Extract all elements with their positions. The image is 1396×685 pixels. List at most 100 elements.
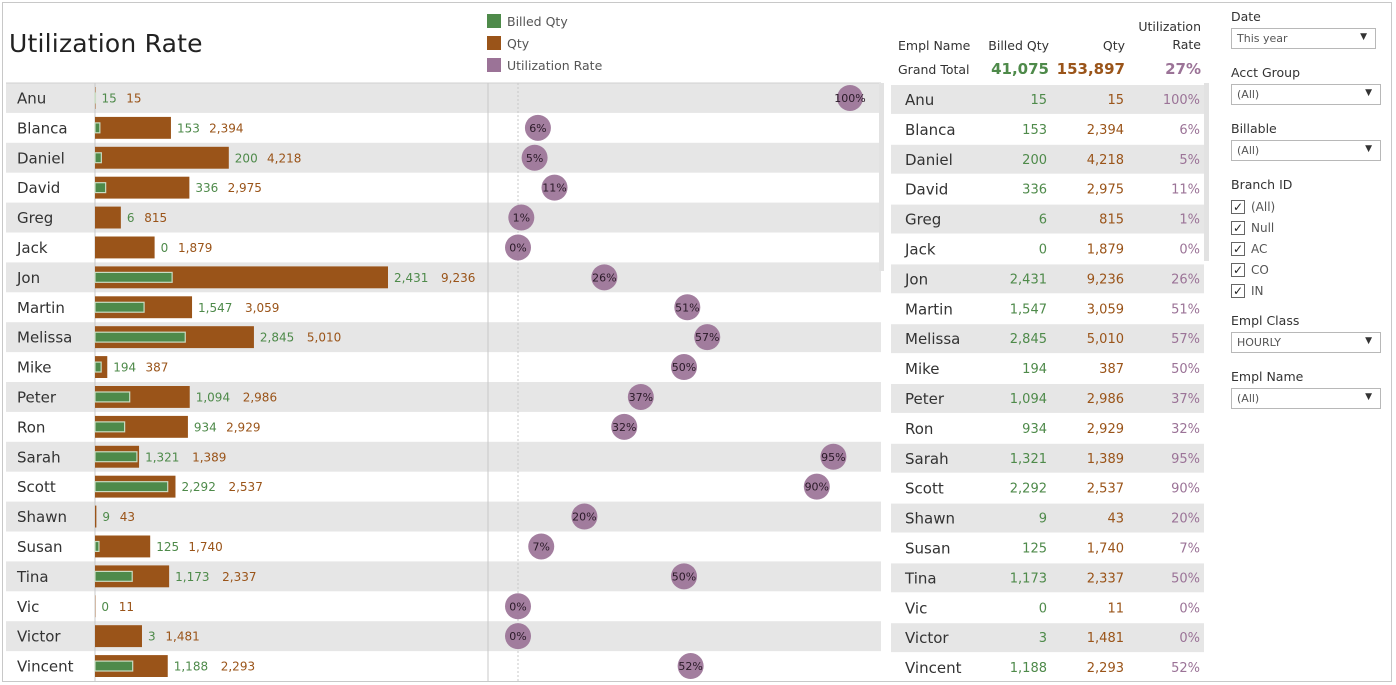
billed-qty-bar[interactable]: [94, 660, 134, 672]
checkmark-icon[interactable]: ✓: [1231, 199, 1245, 214]
billed-qty-bar[interactable]: [94, 570, 133, 582]
table-qty: 43: [1107, 512, 1124, 527]
filter-date-select[interactable]: This year ▼: [1231, 28, 1376, 49]
billed-qty-bar[interactable]: [94, 152, 102, 164]
billed-qty-label: 1,188: [174, 660, 208, 674]
filter-empl-class-select[interactable]: HOURLY ▼: [1231, 332, 1381, 353]
util-rate-point[interactable]: [524, 114, 551, 141]
billed-qty-bar[interactable]: [94, 481, 169, 493]
grand-total-util: 27%: [1165, 60, 1201, 78]
table-qty: 15: [1107, 93, 1124, 108]
qty-label: 15: [126, 91, 141, 105]
legend-swatch-qty: [487, 36, 501, 50]
header-util-rate-line2[interactable]: Rate: [1172, 37, 1201, 52]
qty-label: 1,740: [188, 540, 222, 554]
chart-row-band: [6, 202, 881, 233]
qty-bar[interactable]: [95, 505, 97, 528]
util-rate-point[interactable]: [677, 653, 704, 680]
legend-item-billed-qty[interactable]: Billed Qty: [487, 10, 602, 32]
billed-qty-bar[interactable]: [94, 391, 131, 403]
row-label: David: [17, 179, 60, 197]
qty-label: 2,537: [228, 480, 262, 494]
billed-qty-bar[interactable]: [94, 421, 126, 433]
util-rate-point[interactable]: [528, 533, 555, 560]
legend-item-qty[interactable]: Qty: [487, 32, 602, 54]
table-billed-qty: 1,173: [1010, 571, 1047, 586]
checkmark-icon[interactable]: ✓: [1231, 283, 1245, 298]
checkbox-all[interactable]: ✓ (All): [1231, 196, 1391, 217]
filter-billable-value: (All): [1237, 144, 1260, 157]
util-rate-point[interactable]: [591, 264, 618, 291]
util-rate-label: 50%: [672, 570, 696, 583]
util-rate-point[interactable]: [521, 144, 548, 171]
filter-empl-class: Empl Class HOURLY ▼: [1231, 313, 1391, 353]
table-qty: 11: [1107, 601, 1124, 616]
util-rate-point[interactable]: [694, 324, 721, 351]
table-row-band: [891, 384, 1204, 413]
header-empl-name[interactable]: Empl Name: [898, 38, 971, 53]
table-util-rate: 37%: [1171, 392, 1200, 407]
billed-qty-bar[interactable]: [94, 331, 186, 343]
qty-bar[interactable]: [95, 625, 142, 648]
util-rate-point[interactable]: [674, 294, 701, 321]
checkmark-icon[interactable]: ✓: [1231, 241, 1245, 256]
util-rate-point[interactable]: [505, 234, 531, 261]
util-rate-point[interactable]: [571, 503, 598, 530]
qty-bar[interactable]: [95, 206, 121, 229]
util-rate-point[interactable]: [505, 593, 531, 620]
qty-bar[interactable]: [95, 236, 155, 259]
legend-item-util-rate[interactable]: Utilization Rate: [487, 54, 602, 76]
qty-label: 1,481: [165, 630, 199, 644]
header-qty[interactable]: Qty: [1102, 38, 1125, 53]
util-rate-point[interactable]: [611, 413, 638, 440]
qty-label: 815: [144, 211, 167, 225]
checkbox-in[interactable]: ✓ IN: [1231, 280, 1391, 301]
filter-acct-group-select[interactable]: (All) ▼: [1231, 84, 1381, 105]
table-util-rate: 1%: [1179, 213, 1200, 228]
util-rate-point[interactable]: [671, 354, 697, 381]
header-util-rate-line1[interactable]: Utilization: [1138, 19, 1201, 34]
util-rate-point[interactable]: [803, 473, 830, 500]
qty-label: 43: [120, 510, 135, 524]
checkmark-icon[interactable]: ✓: [1231, 262, 1245, 277]
billed-qty-bar[interactable]: [94, 301, 145, 313]
checkbox-ac[interactable]: ✓ AC: [1231, 238, 1391, 259]
billed-qty-bar[interactable]: [94, 271, 173, 283]
chart-scrollbar[interactable]: [879, 83, 884, 271]
table-scrollbar[interactable]: [1204, 83, 1209, 261]
checkbox-null[interactable]: ✓ Null: [1231, 217, 1391, 238]
filter-billable-select[interactable]: (All) ▼: [1231, 140, 1381, 161]
util-rate-point[interactable]: [837, 84, 863, 111]
billed-qty-bar[interactable]: [94, 361, 102, 373]
checkbox-label: AC: [1251, 241, 1268, 256]
qty-bar[interactable]: [95, 116, 171, 139]
util-rate-point[interactable]: [505, 623, 531, 650]
util-rate-point[interactable]: [820, 443, 847, 470]
util-rate-point[interactable]: [627, 383, 654, 410]
checkmark-icon[interactable]: ✓: [1231, 220, 1245, 235]
billed-qty-bar[interactable]: [94, 122, 101, 134]
checkbox-label: (All): [1251, 199, 1276, 214]
table-util-rate: 90%: [1171, 482, 1200, 497]
row-label: Jon: [16, 269, 40, 287]
filter-empl-name-select[interactable]: (All) ▼: [1231, 388, 1381, 409]
util-rate-point[interactable]: [541, 174, 568, 201]
util-rate-label: 20%: [572, 511, 596, 524]
billed-qty-bar[interactable]: [94, 182, 107, 194]
billed-qty-bar[interactable]: [94, 451, 138, 463]
row-label: Martin: [17, 299, 65, 317]
util-rate-point[interactable]: [508, 204, 535, 231]
table-qty: 1,879: [1087, 242, 1124, 257]
qty-bar[interactable]: [95, 176, 190, 199]
table-billed-qty: 15: [1030, 93, 1047, 108]
qty-bar[interactable]: [95, 146, 229, 169]
qty-label: 2,986: [243, 390, 277, 404]
table-row-band: [891, 503, 1204, 533]
header-billed-qty[interactable]: Billed Qty: [988, 38, 1049, 53]
billed-qty-bar[interactable]: [94, 540, 100, 552]
checkbox-co[interactable]: ✓ CO: [1231, 259, 1391, 280]
util-rate-point[interactable]: [671, 563, 697, 590]
table-header: Empl Name Billed Qty Qty Utilization Rat…: [891, 3, 1209, 85]
filter-billable-label: Billable: [1231, 121, 1277, 136]
qty-bar[interactable]: [95, 535, 151, 558]
